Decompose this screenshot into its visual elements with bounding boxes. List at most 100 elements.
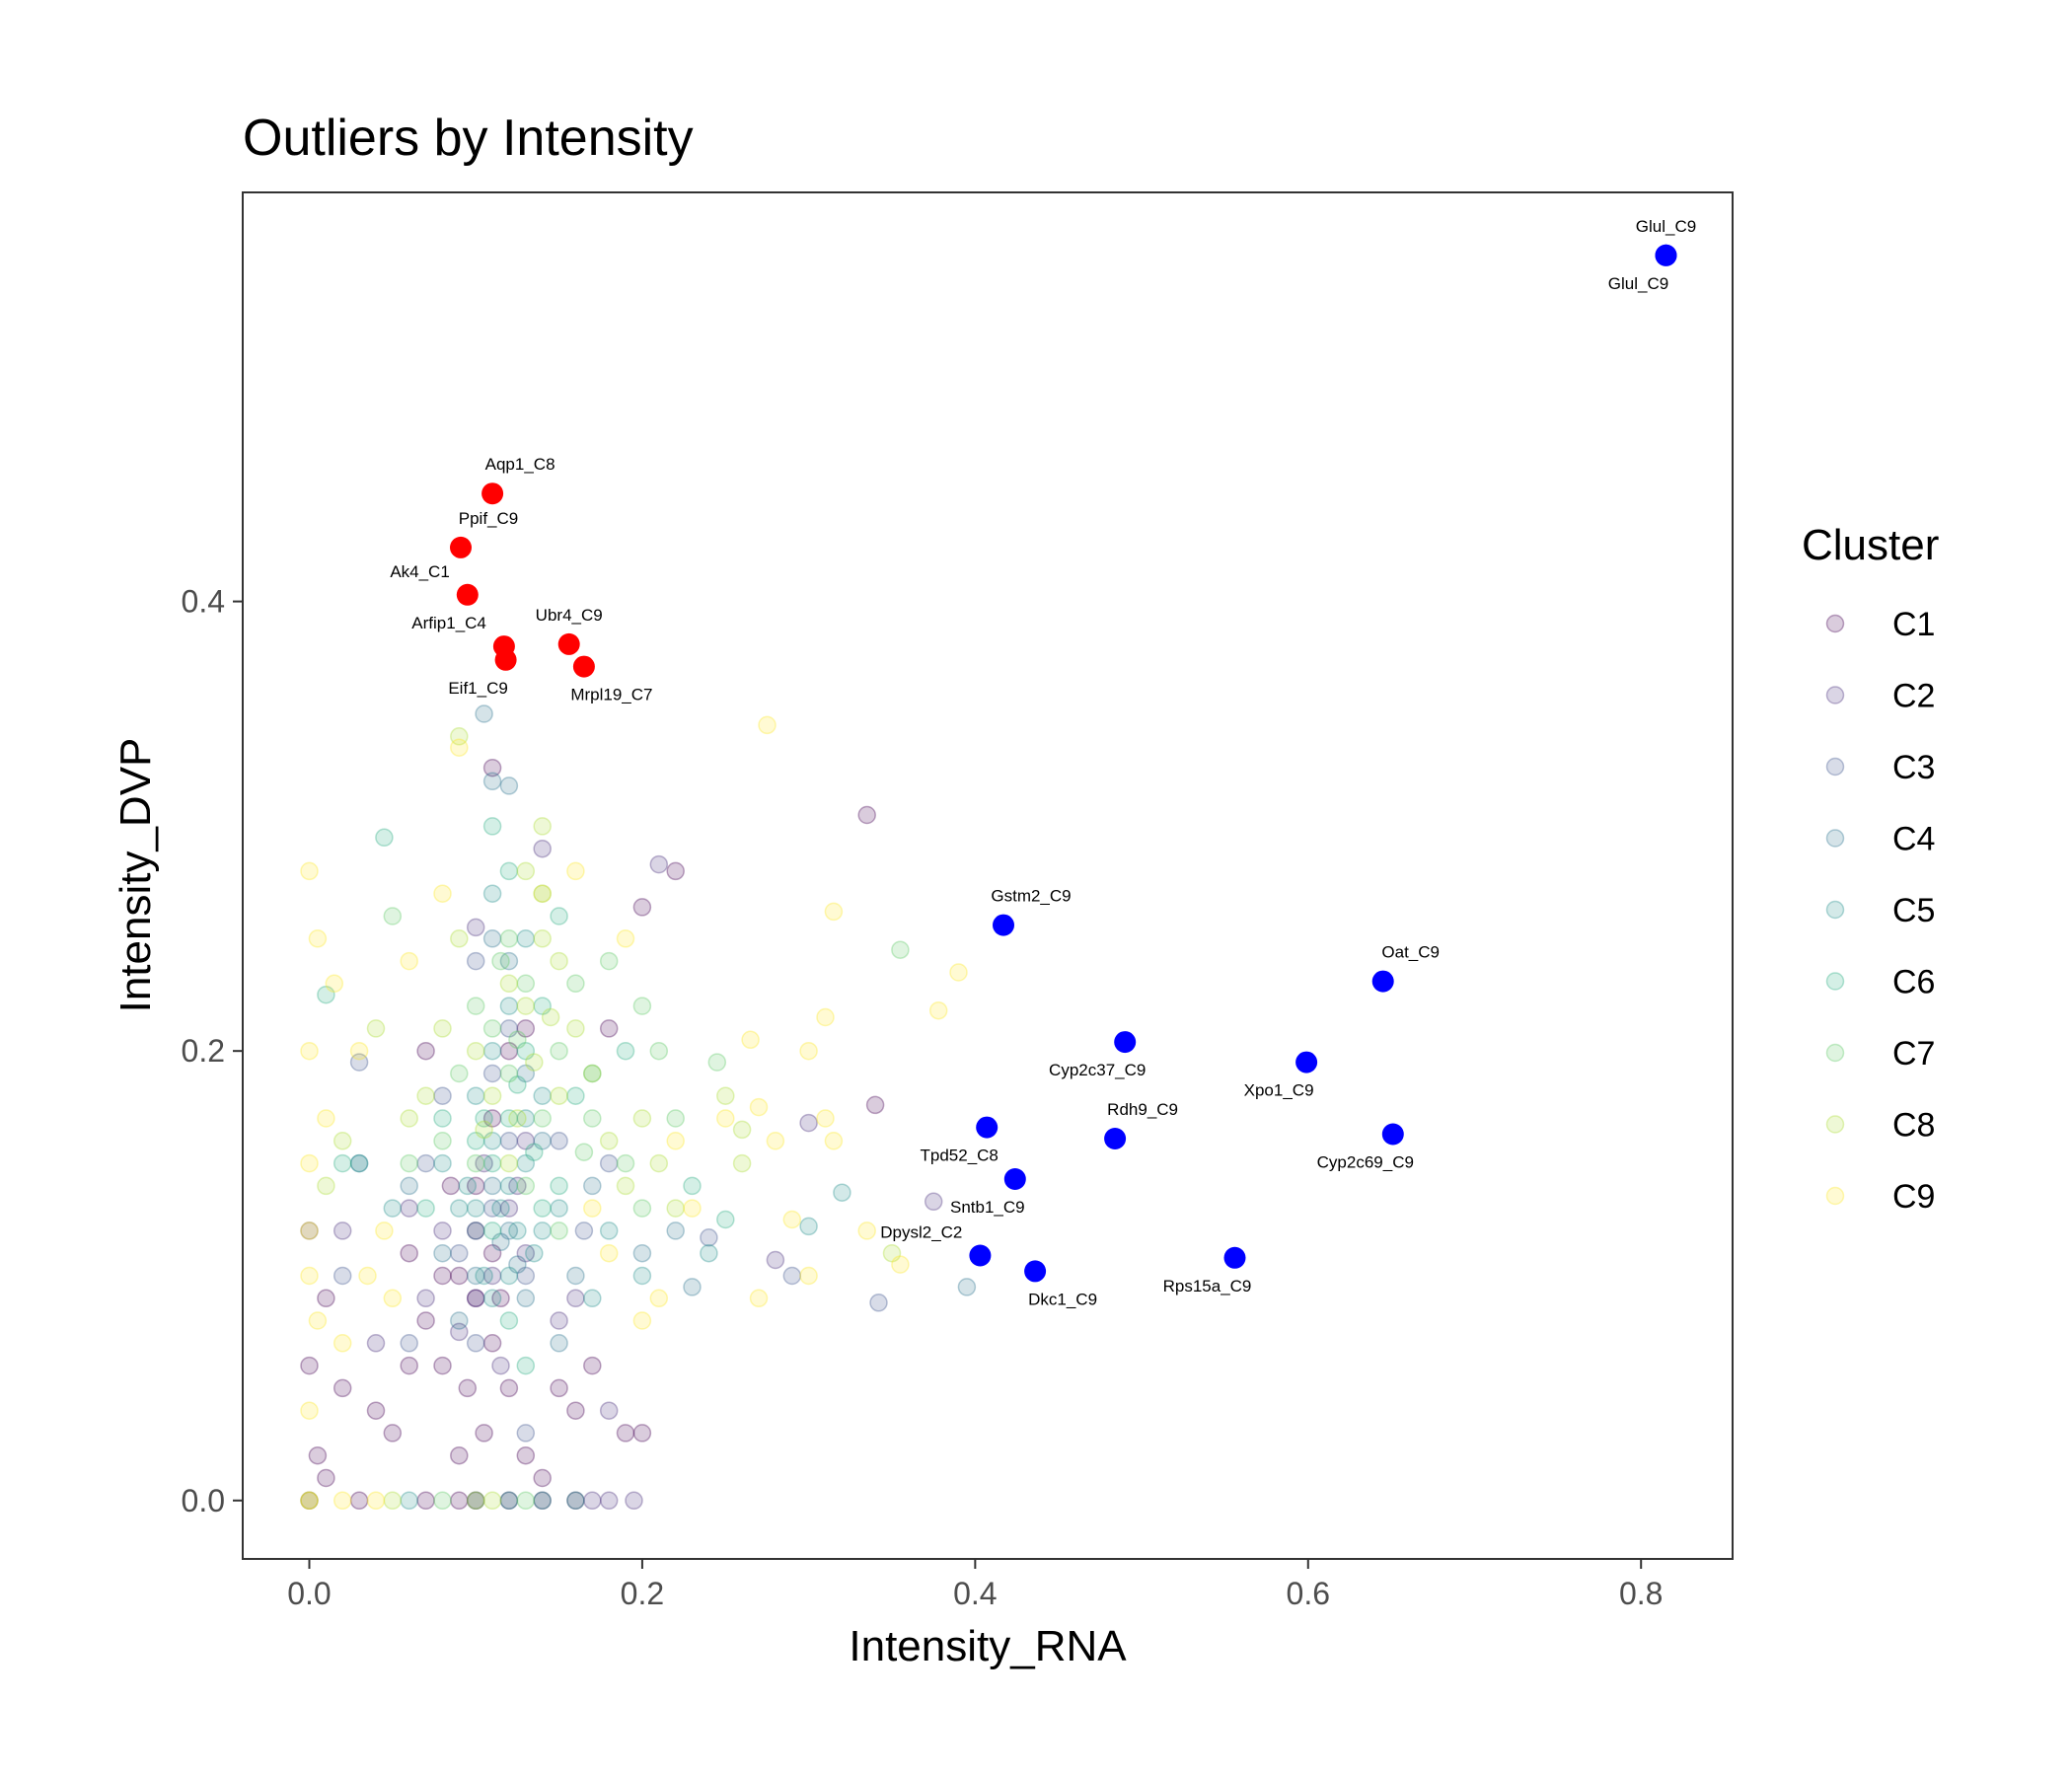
point-c1: [533, 1468, 552, 1488]
point-c6: [533, 997, 552, 1015]
point-c4: [491, 1232, 510, 1252]
legend-key-c3: [1825, 757, 1845, 777]
outlier-point: [481, 482, 504, 505]
point-c7: [616, 1153, 635, 1173]
outlier-point: [1223, 1246, 1246, 1269]
outlier-label: Cyp2c37_C9: [1049, 1061, 1146, 1079]
point-c5: [566, 1491, 585, 1511]
point-c5: [482, 1132, 502, 1150]
point-c6: [499, 1311, 519, 1330]
point-c6: [433, 1109, 452, 1128]
point-c5: [550, 1199, 568, 1218]
point-c8: [482, 1086, 502, 1105]
outlier-point: [456, 583, 479, 606]
point-c2: [516, 1243, 536, 1263]
point-c3: [782, 1266, 802, 1286]
point-c9: [358, 1266, 377, 1286]
outlier-point: [1371, 970, 1394, 993]
y-tick-label: 0.2: [182, 1033, 225, 1069]
point-c9: [300, 1041, 319, 1061]
point-c2: [766, 1250, 785, 1270]
point-c6: [317, 985, 335, 1004]
point-c7: [583, 1109, 602, 1128]
point-c3: [482, 1064, 502, 1083]
point-c6: [583, 1064, 602, 1083]
point-c9: [749, 1289, 769, 1308]
point-c1: [566, 1491, 585, 1511]
point-c5: [525, 1243, 544, 1263]
legend-key-c8: [1825, 1115, 1845, 1134]
point-c7: [508, 1030, 527, 1050]
legend-label-c4: C4: [1892, 821, 1935, 858]
point-c7: [533, 884, 552, 903]
point-c2: [433, 1221, 452, 1240]
point-c1: [599, 1019, 619, 1038]
outlier-label: Glul_C9: [1636, 217, 1696, 236]
point-c1: [566, 1401, 585, 1420]
point-c4: [632, 1243, 652, 1263]
point-c9: [616, 929, 635, 948]
point-c9: [349, 1041, 369, 1061]
x-tick-label: 0.6: [1287, 1576, 1330, 1611]
point-c6: [683, 1176, 702, 1196]
point-c1: [550, 1378, 568, 1398]
point-c8: [882, 1243, 902, 1263]
outlier-point: [1003, 1168, 1026, 1190]
point-c9: [300, 1266, 319, 1286]
outlier-label: Eif1_C9: [448, 679, 507, 698]
point-c3: [574, 1221, 594, 1240]
point-c7: [516, 974, 536, 994]
outlier-point: [572, 655, 595, 678]
legend-label-c9: C9: [1892, 1178, 1935, 1216]
point-c4: [466, 1266, 485, 1286]
outlier-label: Oat_C9: [1381, 943, 1440, 962]
point-c4: [533, 1132, 552, 1150]
point-c8: [433, 1019, 452, 1038]
legend-label-c8: C8: [1892, 1107, 1935, 1145]
point-c9: [741, 1030, 760, 1050]
point-c3: [400, 1334, 418, 1353]
y-tick-label: 0.0: [182, 1483, 225, 1518]
point-c5: [508, 1221, 527, 1240]
point-c2: [416, 1289, 435, 1308]
point-c4: [516, 1289, 536, 1308]
point-c5: [458, 1176, 478, 1196]
point-c2: [466, 918, 485, 937]
point-c9: [928, 1000, 948, 1020]
legend-key-c2: [1825, 686, 1845, 704]
point-c5: [482, 884, 502, 903]
point-c1: [499, 1378, 519, 1398]
point-c3: [466, 1491, 485, 1511]
point-c4: [666, 1221, 685, 1240]
plot-panel: [242, 191, 1734, 1560]
point-c7: [550, 1041, 568, 1061]
point-c4: [400, 1176, 418, 1196]
point-c8: [508, 1109, 527, 1128]
point-c9: [599, 1243, 619, 1263]
point-c8: [550, 1086, 568, 1105]
point-c9: [317, 1109, 335, 1128]
point-c4: [482, 929, 502, 948]
point-c7: [400, 1153, 418, 1173]
point-c7: [433, 1491, 452, 1511]
point-c5: [833, 1183, 851, 1202]
point-c9: [308, 1311, 328, 1330]
point-c7: [499, 1064, 519, 1083]
legend-key-c1: [1825, 614, 1845, 633]
point-c5: [482, 1289, 502, 1308]
point-c9: [566, 861, 585, 881]
point-c1: [400, 1356, 418, 1375]
point-c4: [482, 1176, 502, 1196]
point-c9: [325, 974, 344, 994]
point-c9: [400, 951, 418, 971]
point-c5: [349, 1153, 369, 1173]
outlier-label: Ppif_C9: [459, 509, 518, 528]
point-c8: [583, 1064, 602, 1083]
outlier-point: [976, 1116, 999, 1139]
point-c4: [475, 704, 493, 723]
point-c3: [416, 1153, 435, 1173]
point-c2: [625, 1491, 643, 1511]
legend-key-c7: [1825, 1043, 1845, 1063]
point-c3: [433, 1086, 452, 1105]
point-c9: [433, 884, 452, 903]
